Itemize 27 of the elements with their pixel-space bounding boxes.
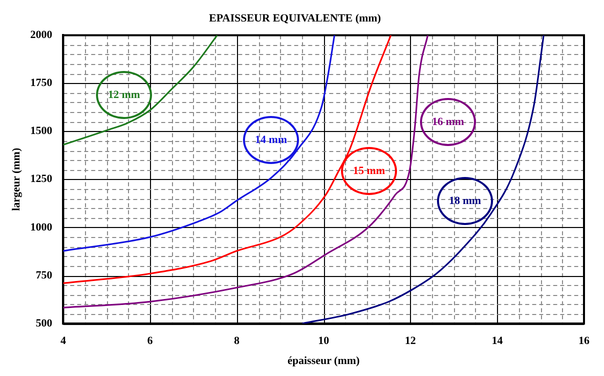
y-tick-label: 1500 <box>30 125 53 138</box>
ellipse-outline: 14 mm <box>243 116 299 164</box>
y-axis-title: largeur (mm) <box>10 148 22 211</box>
x-tick-label: 16 <box>578 335 590 348</box>
x-tick-label: 8 <box>234 335 240 348</box>
y-tick-label: 500 <box>36 317 53 330</box>
y-tick-label: 1750 <box>30 77 53 90</box>
x-tick-label: 6 <box>147 335 154 348</box>
ellipse-outline: 12 mm <box>96 71 152 119</box>
ellipse-outline: 18 mm <box>437 177 493 225</box>
x-tick-label: 12 <box>404 335 416 348</box>
y-tick-label: 750 <box>36 269 53 282</box>
x-tick-label: 4 <box>60 335 66 348</box>
y-tick-label: 2000 <box>30 29 53 42</box>
line-series <box>63 35 429 308</box>
line-series <box>301 35 544 324</box>
y-tick-label: 1250 <box>30 173 53 186</box>
line-series <box>63 35 218 146</box>
y-tick-label: 1000 <box>30 221 53 234</box>
x-tick-label: 14 <box>492 335 504 348</box>
x-tick-label: 10 <box>318 335 330 348</box>
line-series <box>63 35 336 252</box>
x-axis-title: épaisseur (mm) <box>287 355 360 368</box>
ellipse-outline: 15 mm <box>341 147 397 195</box>
ellipse-outline: 16 mm <box>420 98 476 146</box>
line-series <box>63 35 392 284</box>
chart-title: EPAISSEUR EQUIVALENTE (mm) <box>209 12 382 24</box>
